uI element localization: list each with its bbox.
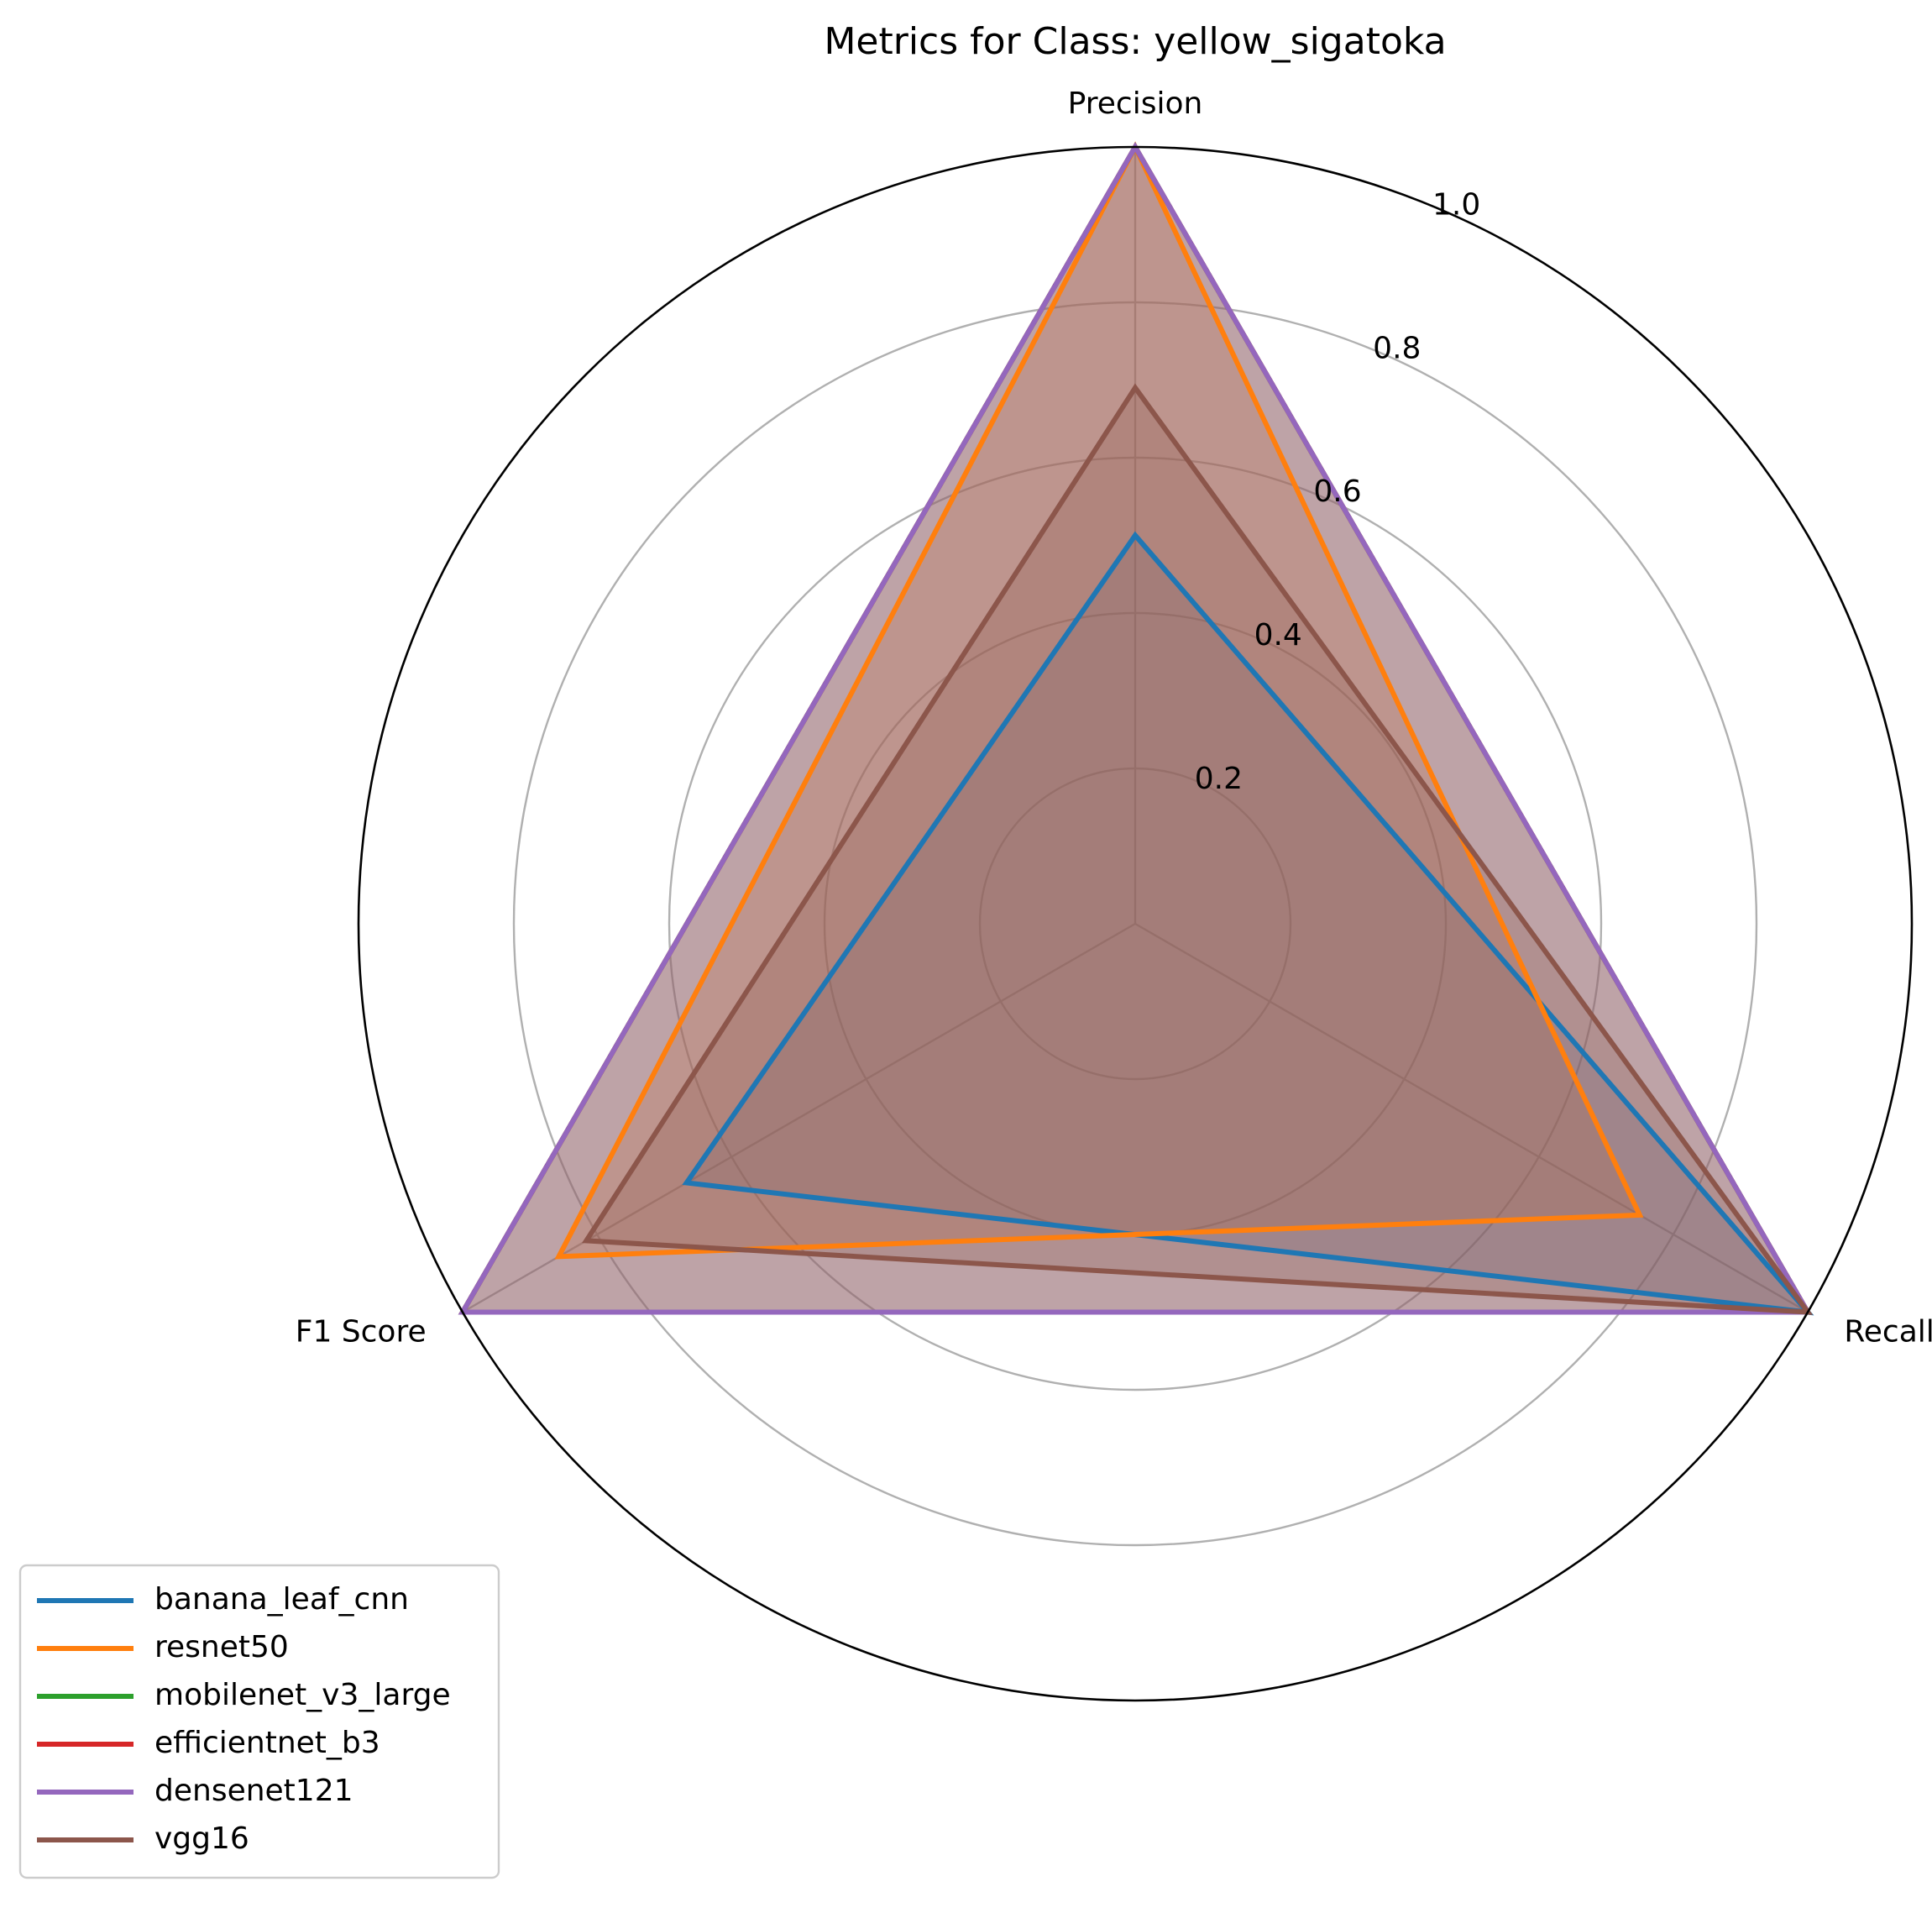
legend: banana_leaf_cnn resnet50 mobilenet_v3_larg… (18, 1564, 500, 1879)
legend-box (18, 1564, 500, 1879)
series-fill-vgg16 (586, 387, 1809, 1313)
axis-label-f1-score: F1 Score (296, 1315, 427, 1350)
tick-label-0-8: 0.8 (1373, 331, 1421, 365)
legend-label-mobilenet-v3-large: mobilenet_v3_large (154, 1678, 451, 1712)
tick-label-0-6: 0.6 (1313, 474, 1361, 509)
series-line-vgg16 (582, 383, 1814, 1315)
series-lines (458, 141, 1814, 1316)
series-fills (462, 147, 1809, 1313)
chart-title: Metrics for Class: yellow_sigatoka (824, 20, 1446, 63)
outer-circle (357, 145, 1914, 1702)
outer-frame (357, 145, 1914, 1702)
radial-grid (462, 147, 1809, 1547)
tick-label-0-4: 0.4 (1254, 618, 1302, 653)
legend-label-resnet50: resnet50 (154, 1630, 289, 1664)
legend-label-densenet121: densenet121 (154, 1774, 353, 1808)
series-line-resnet50 (554, 141, 1644, 1260)
series-line-banana-leaf-cnn (682, 531, 1814, 1316)
axis-label-recall: Recall (1844, 1315, 1932, 1350)
series-fill-banana-leaf-cnn (686, 535, 1809, 1313)
radial-tick-labels: 0.2 0.4 0.6 0.8 1.0 (1195, 187, 1480, 796)
tick-label-0-2: 0.2 (1195, 762, 1243, 796)
legend-label-banana-leaf-cnn: banana_leaf_cnn (154, 1582, 409, 1617)
legend-label-efficientnet-b3: efficientnet_b3 (154, 1726, 380, 1760)
series-line-densenet121 (458, 141, 1813, 1315)
legend-label-vgg16: vgg16 (154, 1821, 249, 1856)
axis-label-precision: Precision (1068, 86, 1203, 121)
tick-label-1: 1.0 (1432, 187, 1480, 222)
spoke-f1-score (462, 922, 1136, 1313)
axis-labels: Precision Recall F1 Score (296, 86, 1932, 1350)
spoke-recall (1134, 922, 1809, 1313)
